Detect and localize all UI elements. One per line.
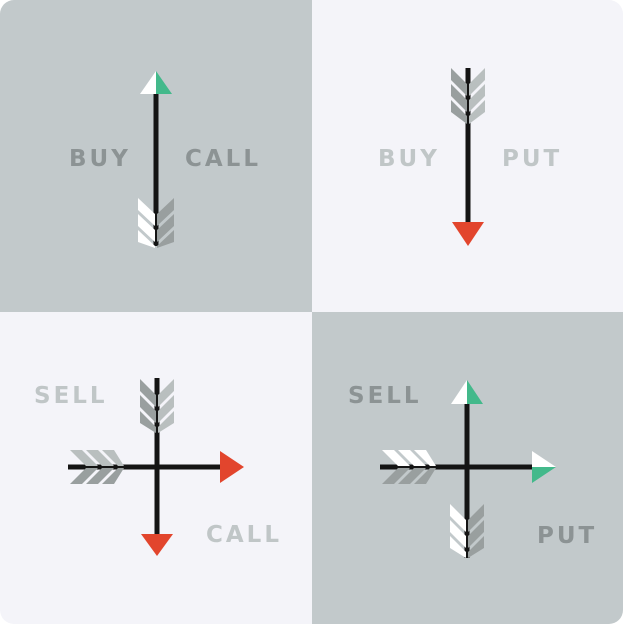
call-label: CALL bbox=[206, 522, 282, 548]
call-label: CALL bbox=[185, 146, 261, 172]
buy-label: BUY bbox=[378, 146, 440, 172]
quadrant-sell-call: SELL CALL bbox=[0, 312, 312, 624]
sell-put-arrows-icon bbox=[380, 380, 556, 558]
sell-call-arrows-icon bbox=[68, 378, 244, 556]
put-label: PUT bbox=[502, 146, 563, 172]
buy-call-arrow-icon bbox=[138, 71, 174, 248]
buy-label: BUY bbox=[69, 146, 131, 172]
quadrant-sell-put: SELL PUT bbox=[312, 312, 623, 624]
put-label: PUT bbox=[537, 523, 598, 549]
sell-label: SELL bbox=[348, 383, 422, 409]
sell-label: SELL bbox=[34, 383, 108, 409]
buy-put-arrow-icon bbox=[451, 68, 485, 246]
quadrant-buy-call: BUY CALL bbox=[0, 0, 312, 312]
quadrant-buy-put: BUY PUT bbox=[312, 0, 623, 312]
